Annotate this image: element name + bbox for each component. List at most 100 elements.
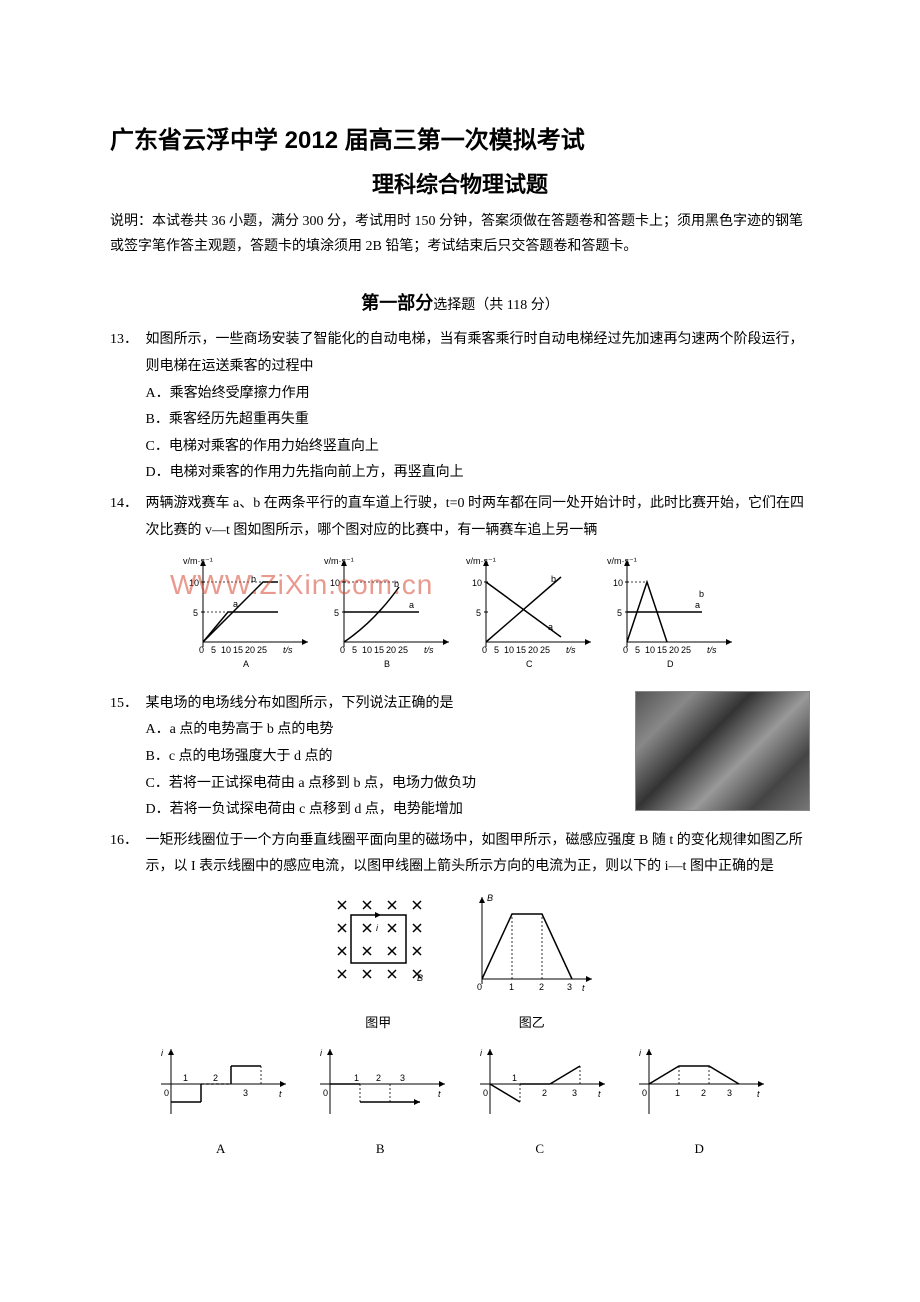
svg-text:3: 3 <box>400 1073 405 1083</box>
q15-opt-b: B．c 点的电场强度大于 d 点的 <box>146 744 626 771</box>
svg-text:5: 5 <box>494 645 499 655</box>
question-16: 16． 一矩形线圈位于一个方向垂直线圈平面向里的磁场中，如图甲所示，磁感应强度 … <box>110 828 810 1162</box>
q16-number: 16． <box>110 828 142 855</box>
svg-text:t: t <box>582 983 585 993</box>
svg-text:0: 0 <box>199 645 204 655</box>
svg-text:D: D <box>667 659 674 669</box>
svg-text:10: 10 <box>472 578 482 588</box>
svg-text:10: 10 <box>330 578 340 588</box>
section-label-rest: 选择题（共 118 分） <box>433 298 558 313</box>
svg-text:b: b <box>699 589 704 599</box>
svg-text:3: 3 <box>243 1088 248 1098</box>
main-title: 广东省云浮中学 2012 届高三第一次模拟考试 <box>110 120 810 155</box>
svg-text:20: 20 <box>386 645 396 655</box>
svg-text:10: 10 <box>645 645 655 655</box>
svg-text:v/m·s⁻¹: v/m·s⁻¹ <box>183 556 213 566</box>
svg-text:0: 0 <box>482 645 487 655</box>
it-d-label: D <box>629 1137 769 1162</box>
svg-text:b: b <box>551 574 556 584</box>
svg-text:t/s: t/s <box>283 645 293 655</box>
svg-text:0: 0 <box>642 1088 647 1098</box>
svg-text:25: 25 <box>257 645 267 655</box>
q14-body: 两辆游戏赛车 a、b 在两条平行的直车道上行驶，t=0 时两车都在同一处开始计时… <box>146 491 810 544</box>
svg-text:0: 0 <box>323 1088 328 1098</box>
it-a-label: A <box>151 1137 291 1162</box>
it-chart-a: i t 0 1 2 3 A <box>151 1044 291 1161</box>
svg-text:1: 1 <box>183 1073 188 1083</box>
q16-stem: 一矩形线圈位于一个方向垂直线圈平面向里的磁场中，如图甲所示，磁感应强度 B 随 … <box>146 833 803 875</box>
vt-chart-d: v/m·s⁻¹ 10 5 0 5 10 15 20 25 t/s a b D <box>607 552 737 672</box>
it-c-label: C <box>470 1137 610 1162</box>
svg-text:t/s: t/s <box>707 645 717 655</box>
it-b-label: B <box>310 1137 450 1162</box>
fig-yi: B t 0 1 2 3 图乙 <box>467 889 597 1036</box>
svg-text:3: 3 <box>567 982 572 992</box>
q14-charts: WWW.ZiXin.com.cn v/m·s⁻¹ 10 5 0 5 10 15 … <box>110 552 810 683</box>
svg-text:3: 3 <box>572 1088 577 1098</box>
instructions: 说明：本试卷共 36 小题，满分 300 分，考试用时 150 分钟，答案须做在… <box>110 209 810 259</box>
vt-chart-c: v/m·s⁻¹ 10 5 0 5 10 15 20 25 t/s a b C <box>466 552 596 672</box>
svg-text:t: t <box>598 1089 601 1099</box>
q13-stem: 如图所示，一些商场安装了智能化的自动电梯，当有乘客乘行时自动电梯经过先加速再匀速… <box>146 332 804 374</box>
svg-text:t: t <box>438 1089 441 1099</box>
section-header: 第一部分选择题（共 118 分） <box>110 289 810 315</box>
svg-text:v/m·s⁻¹: v/m·s⁻¹ <box>466 556 496 566</box>
q15-number: 15． <box>110 691 142 718</box>
svg-text:15: 15 <box>374 645 384 655</box>
svg-text:5: 5 <box>211 645 216 655</box>
svg-text:0: 0 <box>623 645 628 655</box>
q15-stem: 某电场的电场线分布如图所示，下列说法正确的是 <box>146 696 454 711</box>
svg-text:1: 1 <box>512 1073 517 1083</box>
svg-text:10: 10 <box>221 645 231 655</box>
svg-text:i: i <box>320 1048 323 1058</box>
svg-text:v/m·s⁻¹: v/m·s⁻¹ <box>607 556 637 566</box>
svg-text:10: 10 <box>189 578 199 588</box>
q13-body: 如图所示，一些商场安装了智能化的自动电梯，当有乘客乘行时自动电梯经过先加速再匀速… <box>146 327 810 487</box>
svg-text:0: 0 <box>483 1088 488 1098</box>
svg-text:0: 0 <box>340 645 345 655</box>
svg-text:10: 10 <box>613 578 623 588</box>
svg-text:2: 2 <box>542 1088 547 1098</box>
svg-text:B: B <box>417 973 423 983</box>
fig-jia-label: 图甲 <box>323 1011 433 1036</box>
svg-text:b: b <box>251 574 256 584</box>
svg-text:B: B <box>487 893 493 903</box>
svg-text:15: 15 <box>233 645 243 655</box>
fig-jia: i B 图甲 <box>323 889 433 1036</box>
svg-text:a: a <box>409 600 414 610</box>
question-14: 14． 两辆游戏赛车 a、b 在两条平行的直车道上行驶，t=0 时两车都在同一处… <box>110 491 810 683</box>
section-label-bold: 第一部分 <box>361 293 433 313</box>
q16-figures: i B 图甲 B t 0 1 2 3 图乙 <box>110 889 810 1036</box>
svg-text:0: 0 <box>477 982 482 992</box>
svg-text:25: 25 <box>681 645 691 655</box>
svg-text:B: B <box>384 659 390 669</box>
svg-text:5: 5 <box>352 645 357 655</box>
svg-text:5: 5 <box>193 608 198 618</box>
svg-text:1: 1 <box>509 982 514 992</box>
q15-options: A．a 点的电势高于 b 点的电势 B．c 点的电场强度大于 d 点的 C．若将… <box>146 717 626 823</box>
q13-number: 13． <box>110 327 142 354</box>
q13-opt-a: A．乘客始终受摩擦力作用 <box>146 381 810 408</box>
it-chart-b: i t 0 1 2 3 B <box>310 1044 450 1161</box>
vt-chart-a: v/m·s⁻¹ 10 5 0 5 10 15 20 25 t/s a b <box>183 552 313 672</box>
svg-text:20: 20 <box>528 645 538 655</box>
svg-text:i: i <box>161 1048 164 1058</box>
svg-text:20: 20 <box>245 645 255 655</box>
svg-text:i: i <box>376 923 379 933</box>
svg-text:25: 25 <box>540 645 550 655</box>
svg-text:t: t <box>279 1089 282 1099</box>
q16-body: 一矩形线圈位于一个方向垂直线圈平面向里的磁场中，如图甲所示，磁感应强度 B 随 … <box>146 828 810 881</box>
svg-text:5: 5 <box>334 608 339 618</box>
svg-text:10: 10 <box>362 645 372 655</box>
fig-yi-label: 图乙 <box>467 1011 597 1036</box>
svg-text:3: 3 <box>727 1088 732 1098</box>
q15-opt-c: C．若将一正试探电荷由 a 点移到 b 点，电场力做负功 <box>146 771 626 798</box>
svg-text:v/m·s⁻¹: v/m·s⁻¹ <box>324 556 354 566</box>
svg-text:25: 25 <box>398 645 408 655</box>
svg-text:i: i <box>639 1048 642 1058</box>
svg-text:a: a <box>548 622 553 632</box>
svg-text:10: 10 <box>504 645 514 655</box>
q13-opt-c: C．电梯对乘客的作用力始终竖直向上 <box>146 434 810 461</box>
q14-number: 14． <box>110 491 142 518</box>
svg-text:5: 5 <box>635 645 640 655</box>
